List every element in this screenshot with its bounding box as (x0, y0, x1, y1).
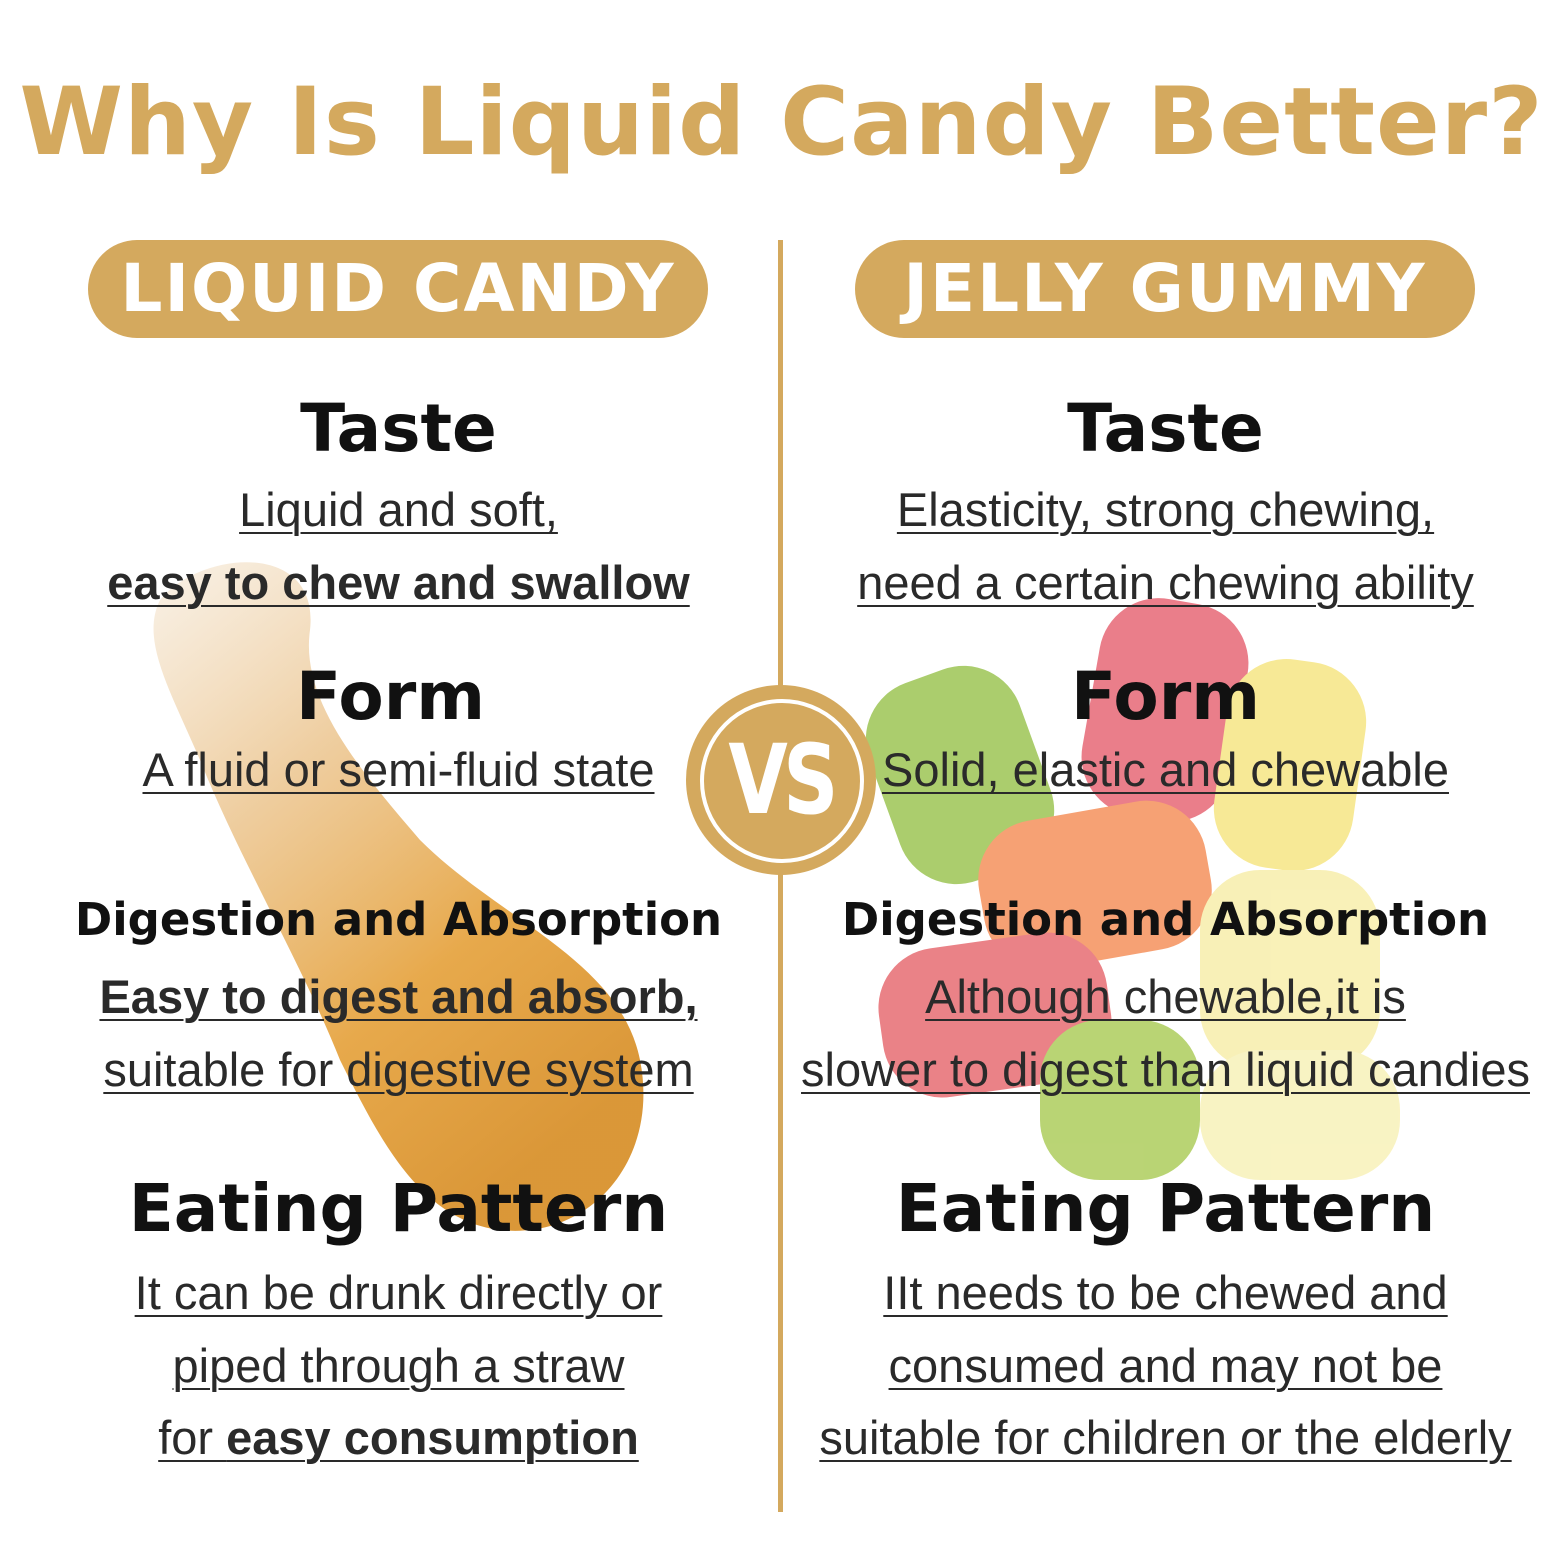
left-form-heading: Form (295, 658, 486, 735)
vs-text: VS (728, 724, 838, 836)
right-eating-heading: Eating Pattern (895, 1170, 1436, 1247)
right-eating-line3: suitable for children or the elderly (819, 1411, 1512, 1464)
right-taste-line1: Elasticity, strong chewing, (896, 483, 1435, 536)
left-taste-line2: easy to chew and swallow (107, 556, 690, 609)
right-digestion-line2: slower to digest than liquid candies (801, 1043, 1530, 1096)
left-taste-heading: Taste (300, 390, 497, 467)
vs-badge-ring (700, 699, 864, 863)
jelly-gummy-label: JELLY GUMMY (855, 240, 1475, 338)
right-digestion-line1: Although chewable,it is (925, 970, 1406, 1023)
right-taste-line2: need a certain chewing ability (857, 556, 1474, 609)
left-eating-line3-prefix: for (158, 1411, 227, 1464)
left-taste-line1: Liquid and soft, (239, 483, 558, 536)
left-eating-heading: Eating Pattern (128, 1170, 669, 1247)
left-eating-line2: piped through a straw (172, 1339, 625, 1392)
right-form-line1: Solid, elastic and chewable (882, 743, 1449, 796)
right-form-heading: Form (1070, 658, 1261, 735)
page-title: Why Is Liquid Candy Better? (19, 68, 1544, 177)
left-form-line1: A fluid or semi-fluid state (142, 743, 655, 796)
right-eating-line1: IIt needs to be chewed and (883, 1266, 1448, 1319)
right-taste-heading: Taste (1067, 390, 1264, 467)
left-digestion-line1: Easy to digest and absorb, (99, 970, 698, 1023)
left-digestion-line2: suitable for digestive system (103, 1043, 694, 1096)
left-eating-line3: for easy consumption (158, 1411, 639, 1464)
left-digestion-heading: Digestion and Absorption (74, 893, 723, 946)
left-eating-line3-bold: easy consumption (226, 1411, 639, 1464)
center-divider (778, 240, 783, 1512)
right-digestion-heading: Digestion and Absorption (841, 893, 1490, 946)
right-eating-line2: consumed and may not be (888, 1339, 1443, 1392)
liquid-candy-label: LIQUID CANDY (88, 240, 708, 338)
left-eating-line1: It can be drunk directly or (134, 1266, 663, 1319)
